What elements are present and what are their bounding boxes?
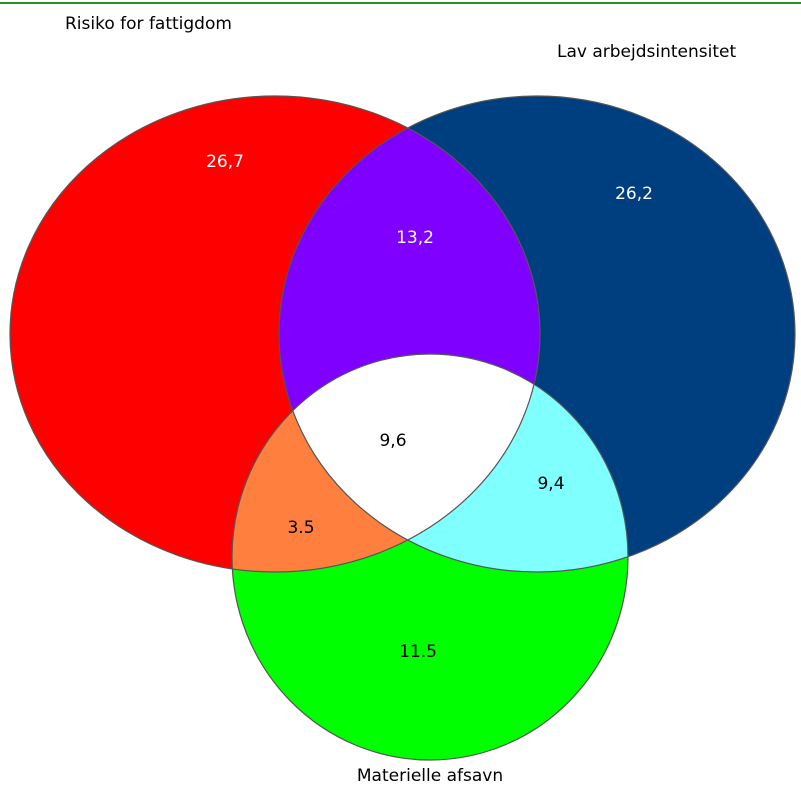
region-label: 26,2 (615, 184, 653, 204)
region-label: 13,2 (396, 228, 434, 248)
region-label: 9,4 (537, 474, 564, 494)
outline-red (9, 95, 541, 573)
region-label: 11.5 (399, 642, 437, 662)
outlines (9, 95, 796, 761)
set-label: Lav arbejdsintensitet (557, 42, 736, 62)
set-label: Risiko for fattigdom (65, 14, 232, 34)
region-label: 3.5 (287, 518, 314, 538)
region-label: 9,6 (379, 431, 406, 451)
outline-green (231, 353, 629, 761)
set-label: Materielle afsavn (357, 766, 503, 786)
outline-blue (278, 95, 796, 573)
region-label: 26,7 (206, 152, 244, 172)
